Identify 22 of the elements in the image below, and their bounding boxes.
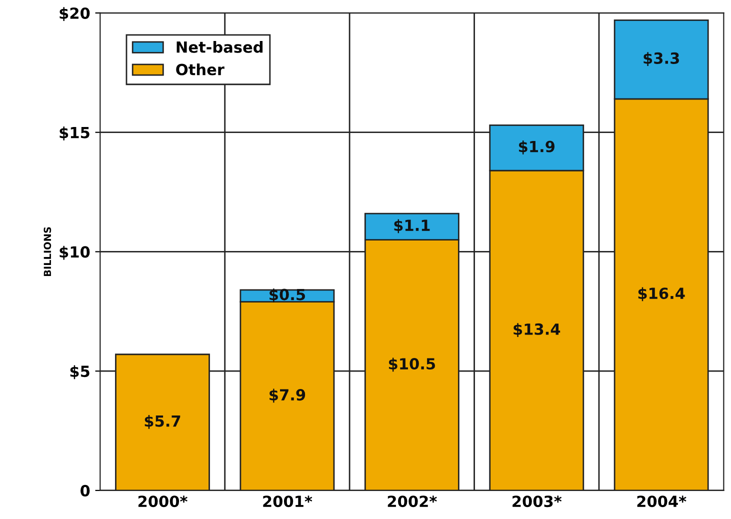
x-tick-label: 2002* bbox=[388, 496, 437, 508]
data-label: $0.5 bbox=[270, 288, 305, 302]
y-tick-label: $10 bbox=[60, 246, 90, 260]
data-label: $1.1 bbox=[394, 219, 430, 234]
data-label: $3.3 bbox=[644, 52, 679, 66]
x-tick-label: 2004* bbox=[637, 496, 686, 508]
x-tick-label: 2003* bbox=[512, 496, 562, 508]
y-tick-label: $20 bbox=[60, 7, 90, 22]
data-label: $1.9 bbox=[518, 140, 554, 154]
data-label: $7.9 bbox=[270, 388, 306, 403]
x-tick-label: 2001* bbox=[263, 496, 312, 508]
data-label: $16.4 bbox=[638, 287, 685, 302]
data-label: $5.7 bbox=[144, 415, 180, 429]
y-axis-title: BILLIONS bbox=[44, 227, 52, 276]
data-label: $10.5 bbox=[388, 358, 436, 372]
legend-label: Net-based bbox=[176, 41, 263, 53]
y-tick-label: $5 bbox=[70, 365, 90, 380]
x-tick-label: 2000* bbox=[138, 496, 188, 508]
data-label: $13.4 bbox=[514, 323, 560, 337]
y-tick-label: 0 bbox=[80, 484, 90, 496]
y-tick-label: $15 bbox=[60, 126, 90, 140]
legend-label: Other bbox=[176, 63, 224, 76]
